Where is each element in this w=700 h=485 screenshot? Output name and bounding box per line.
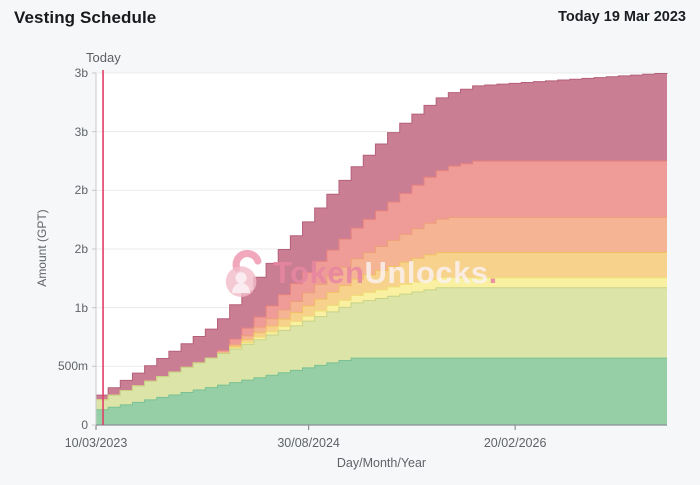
y-tick-label: 0	[81, 418, 88, 432]
y-tick-label: 3b	[74, 124, 88, 139]
y-tick-label: 3b	[74, 66, 88, 80]
x-tick-label: 30/08/2024	[277, 436, 340, 450]
today-marker-label: Today	[86, 50, 121, 65]
area-green	[96, 358, 667, 425]
x-axis-title: Day/Month/Year	[336, 456, 427, 470]
area-edge-yellow-green	[96, 287, 667, 401]
y-tick-label: 2b	[74, 183, 88, 198]
x-tick-label: 10/03/2023	[64, 436, 128, 450]
page-title: Vesting Schedule	[14, 8, 157, 27]
area-edge-mauve	[96, 72, 668, 396]
today-date-label: Today 19 Mar 2023	[558, 9, 686, 25]
area-edge-green	[96, 357, 667, 411]
x-tick-label: 20/02/2026	[483, 436, 547, 450]
y-tick-label: 2b	[74, 242, 88, 256]
header: Vesting Schedule Today 19 Mar 2023	[0, 0, 700, 40]
y-axis-title: Amount (GPT)	[35, 209, 49, 287]
y-tick-label: 500m	[57, 359, 88, 374]
y-tick-label: 1b	[74, 300, 88, 315]
